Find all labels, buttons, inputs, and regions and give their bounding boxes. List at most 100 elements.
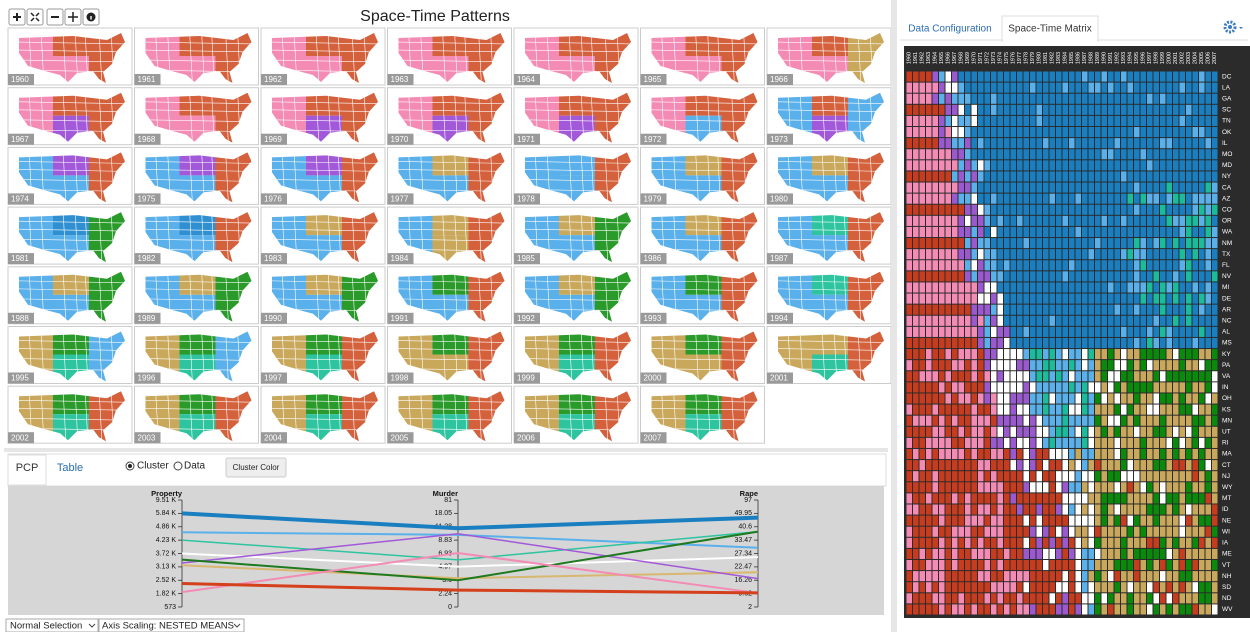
map-cell: 1992 — [514, 267, 638, 325]
radio[interactable] — [174, 462, 182, 470]
matrix-cell — [959, 360, 965, 370]
matrix-cell — [933, 260, 939, 270]
matrix-cell — [1180, 305, 1186, 315]
matrix-cell — [1037, 482, 1043, 492]
matrix-cell — [933, 349, 939, 359]
matrix-cell — [946, 127, 952, 137]
matrix-cell — [1030, 471, 1036, 481]
matrix-cell — [1069, 338, 1075, 348]
matrix-cell — [952, 593, 958, 603]
matrix-cell — [1082, 105, 1088, 115]
matrix-cell — [1056, 127, 1062, 137]
matrix-cell — [1128, 438, 1134, 448]
matrix-cell — [959, 560, 965, 570]
matrix-cell — [1030, 549, 1036, 559]
splitter[interactable] — [891, 0, 897, 632]
matrix-cell — [1121, 327, 1127, 337]
zoom-out-button[interactable] — [47, 9, 63, 25]
matrix-cell — [1160, 260, 1166, 270]
settings-gear[interactable] — [1225, 22, 1243, 32]
pan-button[interactable] — [65, 9, 81, 25]
splitter-horizontal[interactable] — [4, 448, 888, 452]
matrix-cell — [1206, 127, 1212, 137]
fit-button[interactable] — [27, 9, 43, 25]
matrix-cell — [1102, 183, 1108, 193]
matrix-cell — [1154, 538, 1160, 548]
matrix-cell — [1095, 427, 1101, 437]
tab[interactable]: PCP — [16, 462, 39, 474]
column-label: 1978 — [1024, 52, 1030, 64]
matrix-cell — [1160, 393, 1166, 403]
matrix-cell — [1069, 149, 1075, 159]
matrix-cell — [1108, 216, 1114, 226]
matrix-cell — [1030, 593, 1036, 603]
year-label: 2003 — [138, 433, 156, 442]
year-label: 1998 — [391, 374, 409, 383]
matrix-cell — [1050, 504, 1056, 514]
matrix-cell — [1121, 538, 1127, 548]
matrix-cell — [952, 205, 958, 215]
matrix-cell — [1212, 327, 1218, 337]
matrix-cell — [1186, 127, 1192, 137]
matrix-cell — [991, 593, 997, 603]
matrix-cell — [1180, 160, 1186, 170]
matrix-cell — [952, 493, 958, 503]
matrix-cell — [1011, 571, 1017, 581]
matrix-cell — [952, 138, 958, 148]
row-label: IN — [1222, 384, 1229, 391]
matrix-cell — [1011, 405, 1017, 415]
matrix-cell — [1121, 493, 1127, 503]
matrix-cell — [1134, 327, 1140, 337]
matrix-cell — [965, 349, 971, 359]
matrix-cell — [933, 149, 939, 159]
matrix-cell — [1121, 471, 1127, 481]
year-label: 1985 — [517, 254, 535, 263]
select-label[interactable]: Axis Scaling: NESTED MEANS — [102, 621, 234, 632]
matrix-cell — [1160, 194, 1166, 204]
matrix-cell — [1212, 360, 1218, 370]
matrix-cell — [907, 205, 913, 215]
matrix-cell — [978, 449, 984, 459]
matrix-cell — [1206, 260, 1212, 270]
matrix-cell — [1037, 516, 1043, 526]
matrix-cell — [1030, 582, 1036, 592]
matrix-cell — [907, 72, 913, 82]
matrix-cell — [1102, 371, 1108, 381]
matrix-cell — [998, 438, 1004, 448]
radio-label[interactable]: Data — [184, 461, 206, 472]
select-label[interactable]: Normal Selection — [10, 621, 82, 632]
matrix-cell — [1193, 460, 1199, 470]
zoom-in-button[interactable] — [9, 9, 25, 25]
matrix-cell — [998, 360, 1004, 370]
matrix-cell — [1108, 116, 1114, 126]
matrix-cell — [1024, 127, 1030, 137]
matrix-cell — [991, 194, 997, 204]
button-label[interactable]: Cluster Color — [233, 463, 280, 472]
matrix-cell — [1004, 582, 1010, 592]
matrix-cell — [933, 282, 939, 292]
tab[interactable]: Data Configuration — [908, 24, 991, 35]
matrix-cell — [1089, 504, 1095, 514]
matrix-cell — [1108, 138, 1114, 148]
matrix-cell — [1141, 427, 1147, 437]
tab[interactable]: Table — [57, 462, 83, 474]
matrix-cell — [1095, 194, 1101, 204]
matrix-cell — [926, 482, 932, 492]
matrix-cell — [1095, 538, 1101, 548]
matrix-cell — [1043, 160, 1049, 170]
matrix-cell — [1004, 438, 1010, 448]
matrix-cell — [1082, 482, 1088, 492]
info-button[interactable] — [83, 9, 99, 25]
matrix-cell — [907, 538, 913, 548]
matrix-cell — [1076, 149, 1082, 159]
matrix-cell — [1089, 94, 1095, 104]
matrix-cell — [1089, 349, 1095, 359]
column-label: 1998 — [1154, 52, 1160, 64]
tab[interactable]: Space-Time Matrix — [1008, 24, 1092, 35]
matrix-cell — [1076, 183, 1082, 193]
tick-label: 27.34 — [734, 550, 752, 557]
matrix-cell — [991, 493, 997, 503]
matrix-cell — [1043, 194, 1049, 204]
radio-label[interactable]: Cluster — [137, 461, 169, 472]
matrix-cell — [1030, 516, 1036, 526]
